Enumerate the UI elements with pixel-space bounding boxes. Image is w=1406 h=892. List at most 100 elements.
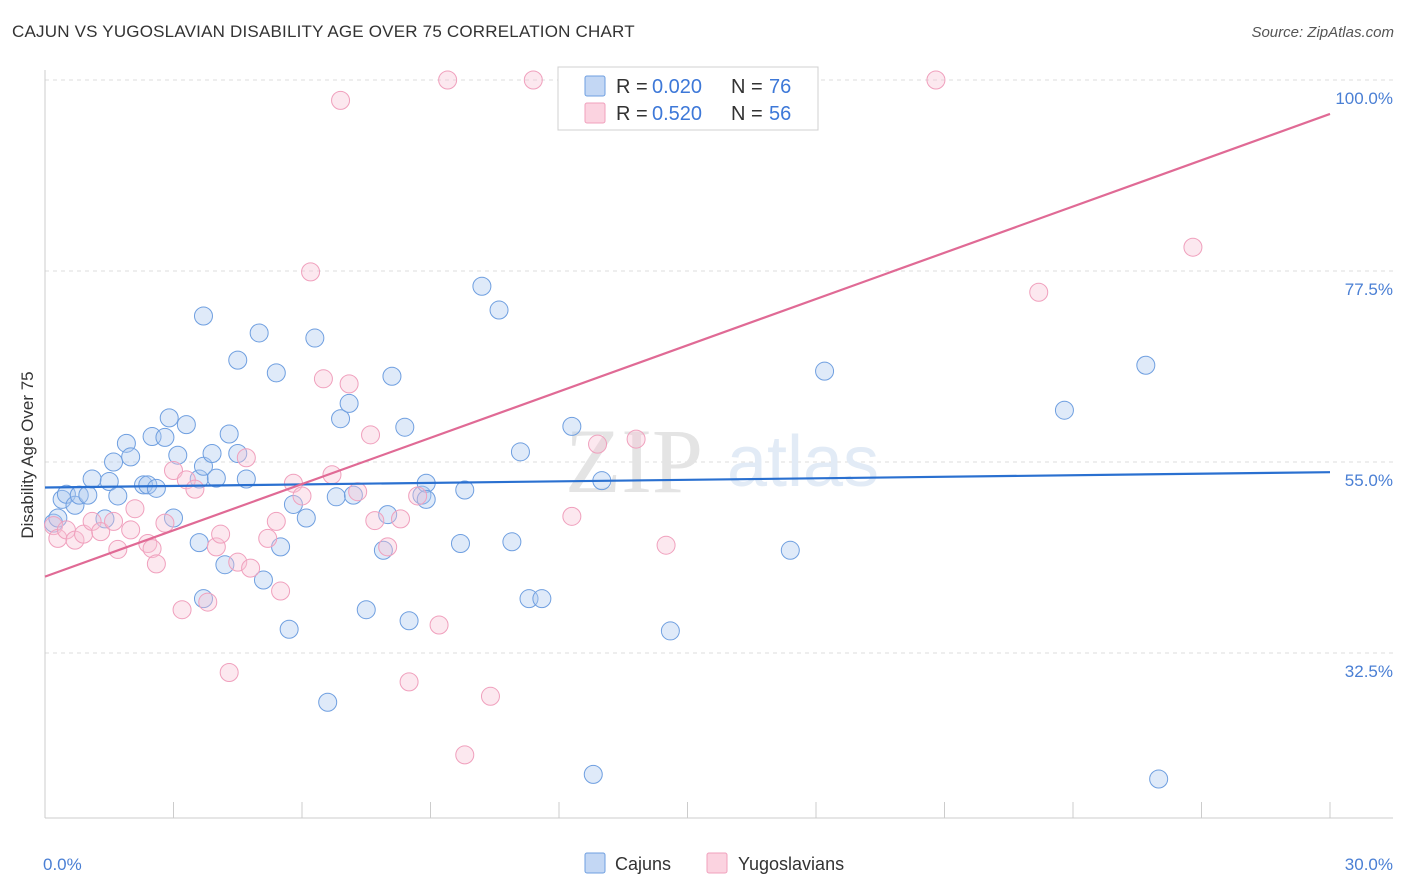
data-points — [44, 70, 1203, 789]
cajuns-point — [489, 300, 509, 320]
axes — [44, 70, 1393, 819]
cajuns-point — [228, 350, 248, 370]
cajuns-point — [472, 276, 492, 296]
yugoslavians-point — [91, 522, 111, 542]
yugoslavians-point — [523, 70, 543, 90]
cajuns-point — [104, 452, 124, 472]
yugoslavians-point — [656, 535, 676, 555]
yugoslavians-point — [228, 552, 248, 572]
yugoslavians-point — [164, 460, 183, 480]
yugoslavians-point — [588, 434, 608, 454]
cajuns-point — [296, 508, 316, 528]
x-tick-label: 0.0% — [43, 855, 82, 874]
cajuns-point — [82, 469, 102, 489]
yugoslavians-point — [348, 482, 368, 502]
series-legend: Cajuns Yugoslavians — [584, 852, 844, 874]
yugoslavians-point — [104, 511, 124, 531]
cajuns-point — [510, 442, 530, 462]
yugoslavians-point — [378, 537, 398, 557]
cajuns-point — [562, 416, 582, 436]
yugoslavians-point — [125, 499, 145, 519]
stats-legend: R = 0.020 N = 76 R = 0.520 N = 56 — [557, 66, 819, 131]
yugoslavians-point — [626, 429, 646, 449]
y-axis-label: Disability Age Over 75 — [18, 371, 37, 538]
cajuns-trend-line — [44, 471, 1331, 489]
yugoslavians-point — [266, 511, 286, 531]
gridlines — [45, 79, 1393, 654]
cajuns-point — [1149, 769, 1169, 789]
cajuns-point — [318, 692, 338, 712]
yugoslavians-point — [438, 70, 458, 90]
yugoslavians-point — [172, 600, 192, 620]
cajuns-point — [159, 408, 179, 428]
cajuns-point — [455, 480, 475, 500]
yugoslavians-trend-line — [44, 112, 1331, 578]
bottom-legend-swatch-cajuns — [584, 852, 606, 874]
cajuns-point — [532, 589, 552, 609]
y-tick-label: 100.0% — [1335, 89, 1393, 108]
cajuns-point — [78, 485, 98, 505]
yugoslavians-point — [292, 486, 312, 506]
cajuns-point — [155, 427, 175, 447]
cajuns-point — [236, 469, 256, 489]
y-tick-label: 55.0% — [1345, 471, 1393, 490]
yugoslavians-point — [313, 369, 333, 389]
y-tick-label: 32.5% — [1345, 662, 1393, 681]
yugoslavians-point — [365, 511, 385, 531]
yugoslavians-point — [391, 509, 411, 529]
yugoslavians-point — [206, 537, 226, 557]
yugoslavians-point — [219, 663, 239, 683]
yugoslavians-point — [562, 506, 582, 526]
cajuns-point — [502, 532, 522, 552]
yugoslavians-point — [185, 479, 205, 499]
cajuns-point — [780, 540, 800, 560]
cajuns-point — [108, 486, 128, 506]
legend-n-label-cajuns: N = — [731, 76, 763, 98]
legend-n-value-yugoslavians: 56 — [769, 103, 791, 125]
bottom-legend-label-cajuns: Cajuns — [615, 854, 671, 874]
watermark: ZIP atlas — [565, 410, 879, 512]
cajuns-point — [1054, 400, 1074, 420]
cajuns-point — [206, 468, 226, 488]
cajuns-point — [305, 328, 325, 348]
yugoslavians-point — [258, 528, 278, 548]
cajuns-point — [399, 611, 419, 631]
cajuns-point — [146, 478, 166, 498]
cajuns-point — [168, 445, 188, 465]
cajuns-point — [815, 361, 835, 381]
cajuns-point — [189, 533, 209, 553]
trend-lines — [44, 112, 1331, 578]
cajuns-point — [660, 621, 680, 641]
yugoslavians-point — [121, 520, 141, 540]
cajuns-point — [382, 366, 402, 386]
yugoslavians-point — [926, 70, 946, 90]
cajuns-point — [134, 475, 154, 495]
bottom-legend-label-yugoslavians: Yugoslavians — [738, 854, 844, 874]
yugoslavians-point — [1029, 282, 1049, 302]
cajuns-point — [583, 764, 603, 784]
chart-title: CAJUN VS YUGOSLAVIAN DISABILITY AGE OVER… — [12, 22, 635, 41]
legend-n-value-cajuns: 76 — [769, 76, 791, 98]
yugoslavians-point — [155, 513, 175, 533]
yugoslavians-point — [146, 554, 166, 574]
yugoslavians-point — [211, 524, 231, 544]
yugoslavians-point — [142, 539, 162, 559]
cajuns-point — [279, 619, 299, 639]
cajuns-point — [228, 444, 248, 464]
yugoslavians-point — [339, 374, 359, 394]
yugoslavians-point — [429, 615, 449, 635]
yugoslavians-point — [361, 425, 381, 445]
chart-source: Source: ZipAtlas.com — [1251, 24, 1394, 41]
legend-swatch-yugoslavians — [584, 102, 606, 124]
yugoslavians-point — [408, 486, 428, 506]
cajuns-point — [266, 363, 286, 383]
cajuns-point — [331, 409, 351, 429]
cajuns-point — [450, 533, 470, 553]
yugoslavians-point — [455, 745, 475, 765]
cajuns-point — [249, 323, 269, 343]
yugoslavians-point — [44, 516, 64, 536]
tick-labels: 32.5% 55.0% 77.5% 100.0% 0.0% 30.0% — [43, 89, 1393, 874]
watermark-atlas: atlas — [727, 422, 879, 502]
cajuns-point — [1136, 355, 1156, 375]
x-tick-label: 30.0% — [1345, 855, 1393, 874]
